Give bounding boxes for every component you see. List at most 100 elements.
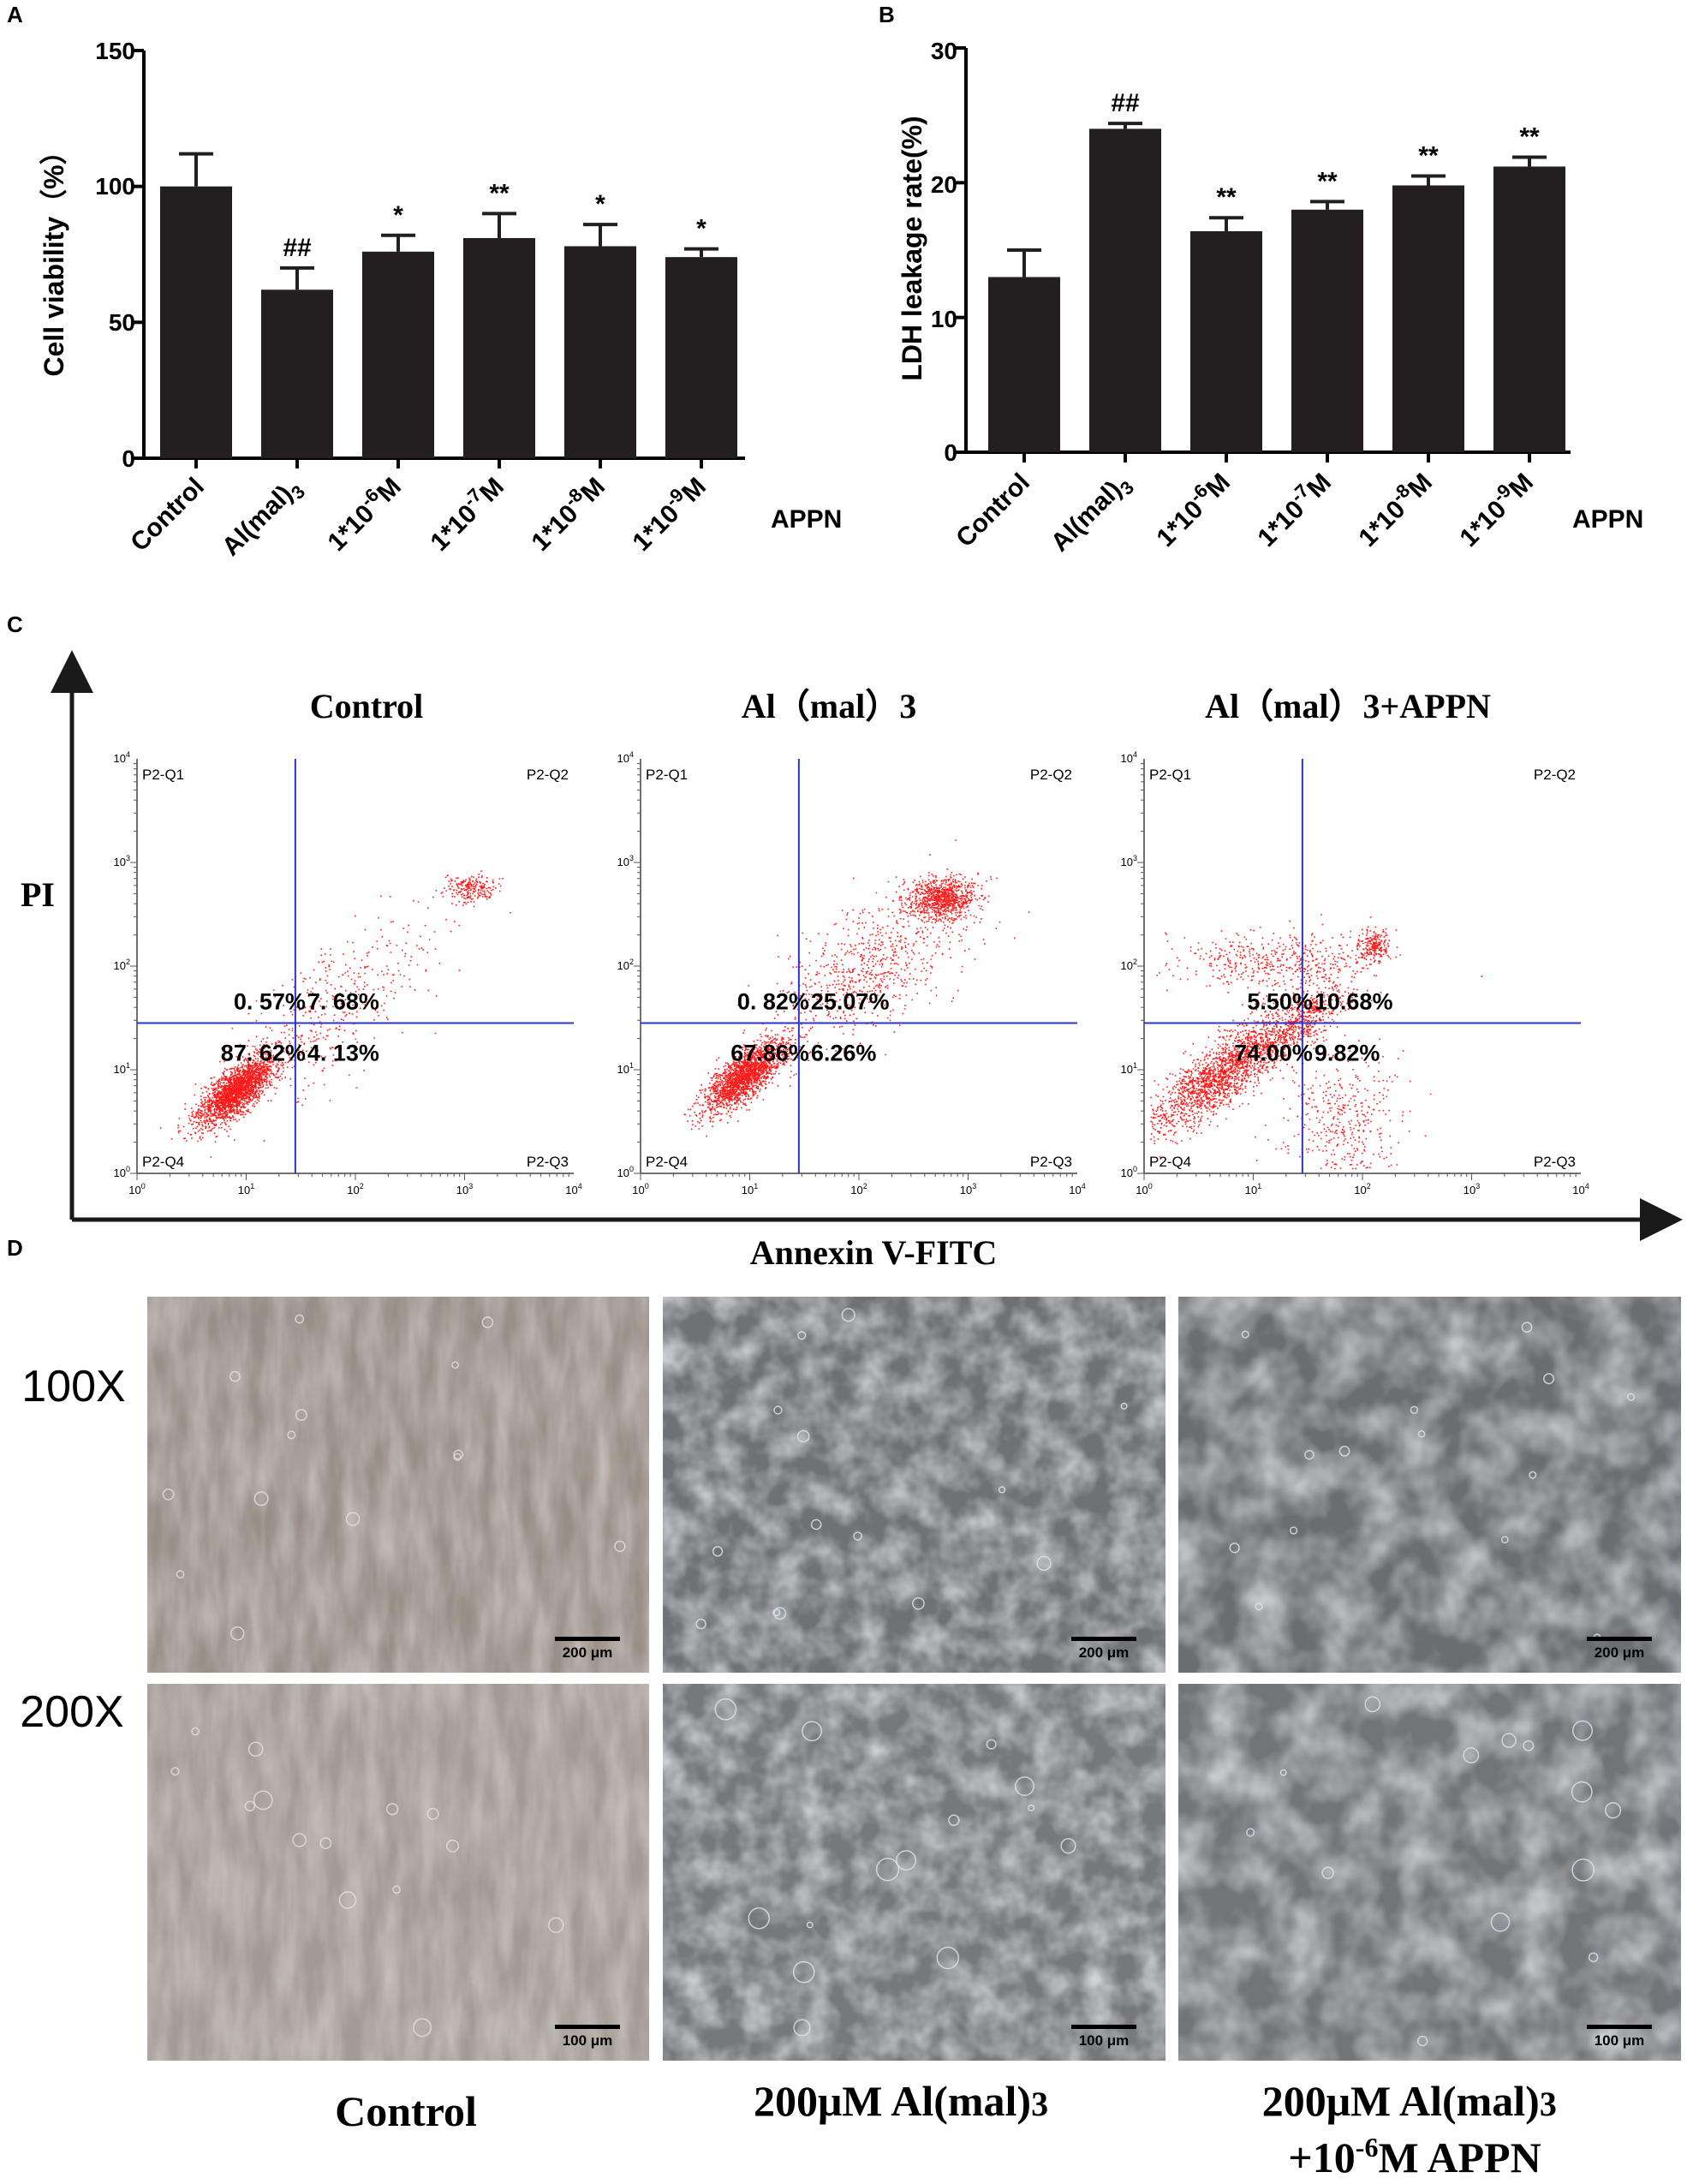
rounded-cell [614,1540,626,1553]
y-decade-label: 103 [1121,854,1137,868]
bar [1493,166,1565,452]
rounded-cell [1500,1536,1509,1544]
quadrant-label: P2-Q3 [1030,1154,1072,1170]
micrograph-cell-texture [1178,1684,1681,2061]
bar [463,237,535,458]
dot-plot: Al（mal）3+APPN 100 100 101 101 102 102 103 103 104… [1121,687,1589,1196]
rounded-cell [244,1800,256,1811]
panel-letter-a: A [7,2,23,27]
rounded-cell [773,1607,787,1620]
rounded-cell [1364,1696,1381,1713]
significance-marker: ** [1519,122,1540,151]
rounded-cell [1410,1405,1419,1415]
rounded-cell [796,1429,810,1443]
x-category-label: 1*10-7M [421,468,510,557]
quadrant-percentage: 0. 82% [737,989,809,1015]
quadrant-percentage: 4. 13% [307,1041,379,1066]
quadrant-percentage: 7. 68% [307,989,379,1015]
rounded-cell [1417,1429,1426,1438]
quadrant-percentage: 0. 57% [234,989,306,1015]
rounded-cell [896,1850,917,1871]
rounded-cell [1626,1393,1636,1401]
rounded-cell [295,1314,305,1324]
x-category-label: 1*10-7M [1249,464,1337,552]
rounded-cell [1120,1402,1128,1410]
micrograph-image: 200 μm [1178,1297,1681,1673]
rounded-cell [1229,1543,1240,1554]
rounded-cell [875,1858,900,1882]
x-axis-title-annexin: Annexin V-FITC [750,1233,998,1272]
y-decade-label: 104 [1121,750,1137,765]
y-decade-label: 101 [114,1061,130,1076]
event-dots [159,870,511,1158]
quadrant-percentage: 67.86% [730,1041,809,1066]
quadrant-percentage: 6.26% [811,1041,877,1066]
x-decade-label: 100 [1136,1182,1152,1196]
bar [665,257,737,458]
x-category-label: 1*10-9M [623,468,712,557]
x-decade-label: 102 [1354,1182,1370,1196]
scale-bar-label: 200 μm [1595,1644,1645,1661]
rounded-cell [170,1767,180,1776]
rounded-cell [1028,1804,1035,1812]
dot-plot: Control 100 100 101 101 102 102 103 103 104 104 P2-… [114,687,582,1196]
y-decade-label: 102 [1121,958,1137,972]
micrograph-image: 100 μm [147,1684,649,2061]
rounded-cell [1543,1373,1555,1385]
micrograph-cell-texture [663,1297,1165,1673]
quadrant-label: P2-Q3 [1534,1154,1576,1170]
y-tick-label: 0 [944,439,957,466]
rounded-cell [1417,2035,1428,2047]
rounded-cell [998,1486,1006,1494]
rounded-cell [1338,1446,1350,1457]
rounded-cell [1060,1838,1076,1854]
scale-bar-label: 200 μm [563,1644,613,1661]
bar [1392,185,1464,453]
quadrant-percentage: 5.50% [1247,989,1313,1015]
rounded-cell [413,2018,432,2038]
scale-bar-label: 100 μm [1595,2032,1645,2049]
significance-marker: ** [1418,141,1439,170]
rounded-cell [695,1618,706,1630]
event-dots [683,839,1030,1137]
dot-plot-title: Al（mal）3+APPN [1205,687,1491,725]
rounded-cell [230,1626,245,1641]
x-decade-label: 104 [1069,1182,1085,1196]
y-decade-label: 102 [617,958,634,972]
micrograph-cell-texture [663,1684,1165,2061]
rounded-cell [1523,1739,1535,1751]
row-label-200x: 200X [20,1687,123,1737]
quadrant-percentage: 10.68% [1314,989,1393,1015]
y-tick-label: 0 [122,445,135,472]
rounded-cell [712,1546,724,1557]
quadrant-percentage: 87. 62% [221,1041,306,1066]
rounded-cell [797,1331,807,1340]
y-decade-label: 101 [617,1061,634,1076]
panel-letter-c: C [7,612,23,637]
rounded-cell [1571,1781,1593,1803]
quadrant-label: P2-Q4 [646,1154,688,1170]
x-category-label: 1*10-8M [522,468,611,557]
micrograph-image: 200 μm [147,1297,649,1673]
scale-bar [555,2025,620,2029]
bar [1089,128,1161,452]
scale-bar [1587,1637,1652,1641]
y-decade-label: 103 [114,854,130,868]
rounded-cell [1246,1828,1255,1837]
significance-marker: ## [283,234,312,262]
micrograph-panel: 100X 200X Control 200μM Al(mal)3 200μM A… [20,1297,1681,2181]
x-decade-label: 102 [850,1182,867,1196]
event-dots [1150,914,1482,1170]
rounded-cell [481,1316,494,1328]
bar-chart-cell-viability: Cell viability（%） 0 50 100 150 Control A… [39,38,842,565]
y-decade-label: 102 [114,958,130,972]
quadrant-label: P2-Q4 [142,1154,184,1170]
rounded-cell [176,1570,185,1578]
y-decade-label: 100 [114,1165,130,1179]
rounded-cell [802,1721,822,1742]
bar [1190,230,1262,452]
y-axis-title: Cell viability（%） [39,137,69,376]
rounded-cell [338,1891,357,1909]
y-decade-label: 104 [617,750,634,765]
